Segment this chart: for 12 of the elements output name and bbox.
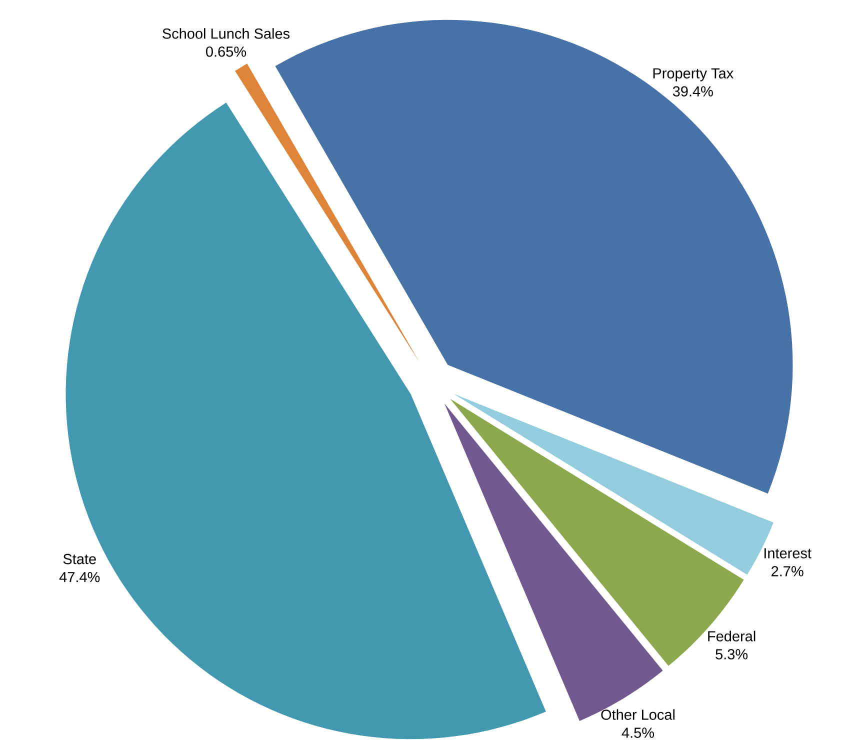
- slice-label: Interest: [764, 548, 812, 558]
- data-label: 0.65%: [206, 46, 246, 57]
- slice-label: Federal: [708, 630, 756, 642]
- data-label: 4.5%: [622, 728, 654, 738]
- data-label: 5.3%: [716, 649, 748, 660]
- slice-label: School Lunch Sales: [162, 28, 290, 39]
- slice-label: State: [63, 554, 96, 564]
- data-label: 2.7%: [772, 566, 804, 576]
- data-label: 47.4%: [59, 572, 100, 582]
- slice-label: Other Local: [601, 709, 674, 720]
- data-label: 39.4%: [672, 86, 713, 96]
- slice-label: Property Tax: [653, 68, 734, 82]
